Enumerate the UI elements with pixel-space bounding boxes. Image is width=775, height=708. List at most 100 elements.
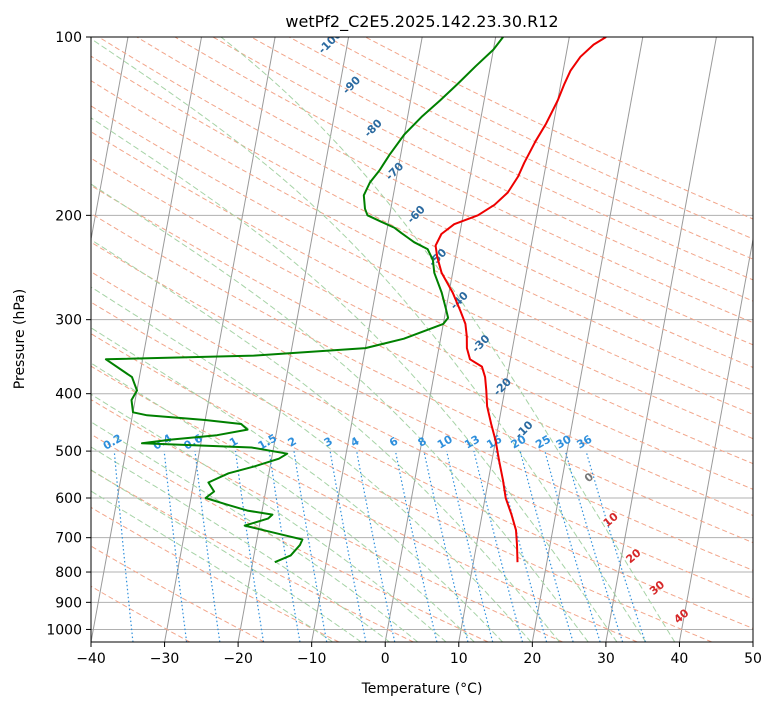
- isotherm-line: [678, 236, 753, 642]
- moist-adiabat-line: [220, 37, 676, 642]
- dry-adiabat-label: -90: [340, 73, 363, 96]
- isotherm-line: [91, 37, 202, 642]
- isotherm-line: [384, 37, 497, 642]
- moist-adiabat-line: [91, 286, 532, 642]
- y-axis-label: Pressure (hPa): [12, 289, 28, 389]
- y-tick-label: 1000: [46, 622, 82, 638]
- moist-adiabat-line: [91, 393, 447, 642]
- moist-adiabat-line: [91, 327, 504, 642]
- temperature-profile-line: [434, 37, 607, 563]
- dry-adiabat-line: [212, 37, 753, 302]
- dry-adiabat-line: [91, 585, 190, 642]
- isotherm-line: [458, 37, 570, 642]
- dry-adiabat-line: [91, 80, 753, 415]
- isotherm-line: [91, 37, 129, 243]
- dry-adiabat-line: [91, 271, 753, 600]
- mixing-ratio-label: 36: [574, 432, 594, 451]
- mixing-ratio-label: 8: [416, 435, 429, 450]
- mixing-ratio-line: [585, 450, 646, 642]
- isotherm-line: [531, 37, 644, 642]
- mixing-ratio-label: 13: [462, 433, 482, 452]
- mixing-ratio-line: [495, 450, 548, 642]
- mixing-ratio-line: [163, 451, 188, 642]
- dewpoint-profile-line: [104, 37, 504, 564]
- mixing-ratio-line: [394, 450, 438, 642]
- isotherm-line: [605, 37, 717, 642]
- x-tick-label: −20: [223, 651, 253, 667]
- y-tick-label: 200: [55, 208, 82, 224]
- y-tick-label: 700: [55, 531, 82, 547]
- moist-adiabat-label: 30: [647, 578, 667, 598]
- y-tick-label: 900: [55, 595, 82, 611]
- dry-adiabat-line: [91, 433, 489, 642]
- plot-frame: [90, 36, 754, 643]
- x-tick-label: 10: [450, 651, 468, 667]
- mixing-ratio-line: [268, 451, 301, 642]
- isotherm-line: [164, 37, 276, 642]
- y-tick-label: 600: [55, 491, 82, 507]
- dry-adiabat-line: [327, 37, 753, 240]
- mixing-ratio-line: [356, 450, 396, 642]
- dry-adiabat-line: [91, 105, 753, 440]
- y-tick-label: 400: [55, 387, 82, 403]
- mixing-ratio-label: 2: [286, 435, 299, 450]
- dry-adiabat-label: -70: [383, 160, 406, 183]
- mixing-ratio-line: [329, 450, 367, 642]
- x-tick-label: 0: [381, 651, 390, 667]
- moist-adiabat-line: [91, 239, 561, 642]
- dry-adiabat-line: [91, 399, 563, 642]
- dry-adiabat-line: [136, 37, 753, 346]
- isotherm-line: [752, 639, 753, 642]
- dry-adiabat-line: [91, 184, 753, 517]
- dry-adiabat-line: [91, 333, 712, 642]
- dry-adiabat-line: [91, 241, 753, 571]
- mixing-ratio-line: [113, 451, 134, 642]
- dry-adiabat-line: [98, 37, 753, 369]
- dry-adiabat-line: [174, 37, 753, 324]
- dry-adiabat-line: [91, 131, 753, 465]
- mixing-ratio-label: 6: [387, 434, 400, 449]
- y-tick-label: 100: [55, 30, 82, 46]
- moist-adiabat-line: [91, 362, 475, 642]
- x-axis-label: Temperature (°C): [361, 681, 483, 697]
- dry-adiabat-line: [91, 55, 753, 392]
- x-tick-label: 30: [597, 651, 615, 667]
- moist-adiabat-label: 10: [601, 510, 621, 530]
- mixing-ratio-label: 0.6: [182, 431, 206, 452]
- x-tick-label: 20: [523, 651, 541, 667]
- y-tick-label: 300: [55, 313, 82, 329]
- moist-adiabat-line: [91, 117, 618, 642]
- moist-adiabat-line: [91, 446, 391, 642]
- y-tick-label: 500: [55, 444, 82, 460]
- mixing-ratio-label: 10: [435, 432, 455, 451]
- mixing-ratio-line: [194, 451, 221, 642]
- y-tick-label: 800: [55, 565, 82, 581]
- mixing-ratio-line: [473, 450, 524, 642]
- x-tick-label: −30: [150, 651, 180, 667]
- moist-adiabat-label: 40: [671, 606, 691, 626]
- mixing-ratio-label: 0.2: [101, 432, 124, 453]
- chart-title: wetPf2_C2E5.2025.142.23.30.R12: [285, 12, 558, 32]
- moist-adiabat-line: [91, 490, 334, 642]
- x-tick-label: −10: [297, 651, 327, 667]
- dry-adiabat-line: [288, 37, 753, 260]
- x-tick-label: 40: [671, 651, 689, 667]
- mixing-ratio-line: [446, 450, 494, 642]
- dry-adiabat-line: [365, 37, 753, 220]
- moist-adiabat-line: [91, 421, 419, 642]
- moist-adiabat-line: [91, 469, 362, 642]
- dry-adiabat-line: [91, 301, 753, 630]
- dry-adiabat-label: -20: [491, 375, 514, 398]
- mixing-ratio-label: 25: [533, 433, 553, 452]
- mixing-ratio-line: [564, 450, 624, 642]
- dry-adiabat-line: [91, 212, 753, 544]
- mixing-ratio-line: [234, 451, 265, 642]
- mixing-ratio-line: [544, 450, 601, 642]
- moist-adiabat-line: [91, 38, 647, 642]
- dry-adiabat-line: [91, 157, 753, 490]
- dry-adiabat-label: -60: [405, 203, 428, 226]
- x-tick-label: 50: [744, 651, 762, 667]
- dry-adiabat-label: -100: [316, 28, 345, 57]
- dry-adiabat-label: -30: [469, 332, 492, 355]
